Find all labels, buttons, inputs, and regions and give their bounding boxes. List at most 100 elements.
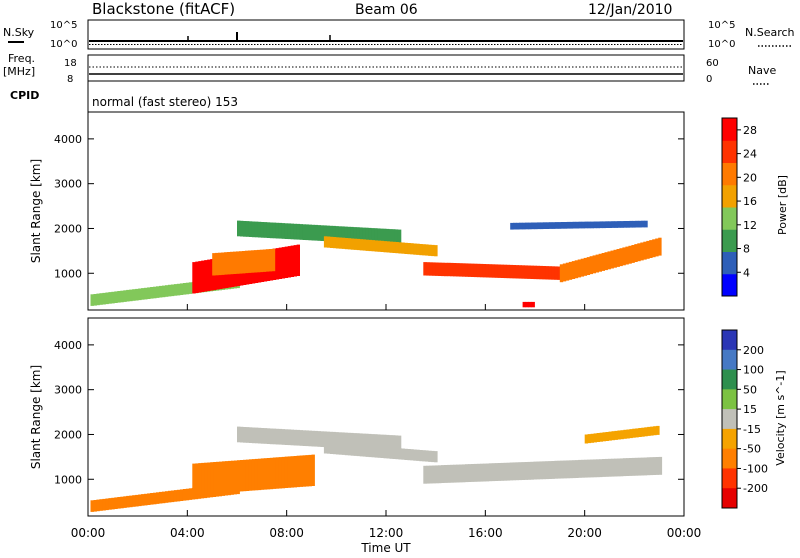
heatmap-cell (359, 227, 363, 244)
heatmap-cell (444, 465, 448, 483)
heatmap-cell (655, 457, 660, 475)
heatmap-cell (123, 496, 127, 508)
heatmap-cell (586, 257, 591, 275)
heatmap-cell (525, 301, 529, 308)
heatmap-cell (625, 458, 630, 476)
heatmap-cell (257, 427, 262, 444)
heatmap-cell (126, 289, 130, 302)
heatmap-cell (368, 445, 372, 458)
heatmap-cell (383, 241, 387, 253)
heatmap-cell (575, 221, 580, 229)
heatmap-cell (649, 457, 654, 476)
heatmap-cell (237, 460, 241, 492)
velocity-ylabel: Slant Range [km] (29, 365, 43, 469)
heatmap-cell (259, 249, 264, 273)
heatmap-cell (462, 263, 466, 277)
heatmap-cell (338, 443, 343, 455)
colorbar-tick-label: 24 (743, 148, 757, 161)
heatmap-cell (467, 464, 472, 482)
heatmap-cell (374, 434, 378, 450)
nsky-tick-bottom: 10^0 (50, 39, 77, 50)
heatmap-cell (135, 288, 139, 301)
heatmap-cell (326, 442, 331, 454)
heatmap-cell (168, 490, 172, 503)
colorbar-tick-label: -50 (743, 443, 761, 456)
heatmap-cell (308, 454, 312, 487)
heatmap-cell (247, 250, 252, 273)
power-heatmap (90, 220, 662, 308)
heatmap-cell (622, 247, 626, 266)
heatmap-cell (506, 264, 511, 279)
heatmap-cell (497, 463, 502, 481)
freq-panel: Freq. [MHz] 18 8 60 0 Nave (3, 52, 776, 85)
freq-frame (87, 54, 685, 82)
heatmap-cell (212, 253, 216, 276)
heatmap-cell (296, 244, 300, 276)
heatmap-cell (488, 463, 493, 482)
heatmap-cell (168, 284, 172, 297)
heatmap-cell (557, 460, 561, 479)
heatmap-cell (275, 222, 280, 239)
heatmap-cell (485, 463, 490, 482)
y-tick-label: 3000 (54, 384, 82, 397)
heatmap-cell (114, 497, 118, 509)
heatmap-cell (431, 450, 435, 463)
heatmap-cell (444, 262, 448, 277)
heatmap-cell (341, 443, 346, 455)
heatmap-cell (216, 461, 220, 494)
heatmap-cell (323, 225, 327, 242)
heatmap-cell (198, 463, 202, 495)
cpid-text: normal (fast stereo) 153 (92, 95, 238, 109)
heatmap-cell (153, 492, 157, 505)
heatmap-cell (365, 227, 369, 244)
colorbar-swatch (722, 488, 737, 509)
heatmap-cell (634, 457, 639, 476)
heatmap-cell (326, 431, 330, 448)
heatmap-cell (293, 245, 297, 277)
heatmap-cell (404, 242, 408, 254)
heatmap-cell (263, 428, 268, 444)
heatmap-cell (344, 432, 348, 449)
heatmap-cell (173, 490, 178, 502)
heatmap-cell (218, 252, 222, 276)
heatmap-cell (90, 500, 94, 512)
heatmap-cell (410, 449, 414, 461)
velocity-y-axis: 1000 2000 3000 4000 (54, 339, 684, 486)
velocity-colorbar-ticks: 200 100 50 15 -15 -50 -100 -200 (737, 344, 768, 495)
heatmap-cell (640, 457, 645, 476)
heatmap-cell (602, 432, 606, 442)
heatmap-cell (299, 224, 303, 240)
heatmap-cell (230, 251, 234, 275)
heatmap-cell (566, 460, 570, 479)
heatmap-cell (302, 455, 306, 487)
heatmap-cell (114, 291, 118, 303)
heatmap-cell (438, 262, 442, 276)
heatmap-cell (231, 460, 235, 493)
heatmap-cell (554, 266, 558, 280)
heatmap-cell (533, 265, 537, 280)
heatmap-cell (515, 462, 519, 481)
colorbar-tick-label: 4 (743, 266, 750, 279)
heatmap-cell (377, 434, 381, 451)
heatmap-cell (296, 455, 300, 488)
heatmap-cell (326, 225, 330, 242)
time-ut-label: Time UT (360, 541, 411, 554)
heatmap-cell (528, 222, 532, 230)
heatmap-cell (275, 248, 280, 280)
heatmap-cell (527, 265, 531, 279)
heatmap-cell (371, 228, 375, 244)
heatmap-cell (394, 229, 399, 246)
heatmap-cell (311, 430, 315, 447)
heatmap-cell (473, 263, 478, 278)
heatmap-cell (513, 222, 517, 230)
heatmap-cell (522, 222, 526, 230)
heatmap-cell (147, 287, 151, 299)
colorbar-swatch (722, 273, 737, 297)
heatmap-cell (488, 264, 493, 278)
heatmap-cell (560, 222, 565, 229)
heatmap-cell (527, 461, 531, 480)
colorbar-tick-label: 20 (743, 171, 757, 184)
heatmap-cell (587, 459, 591, 478)
heatmap-cell (365, 433, 369, 450)
